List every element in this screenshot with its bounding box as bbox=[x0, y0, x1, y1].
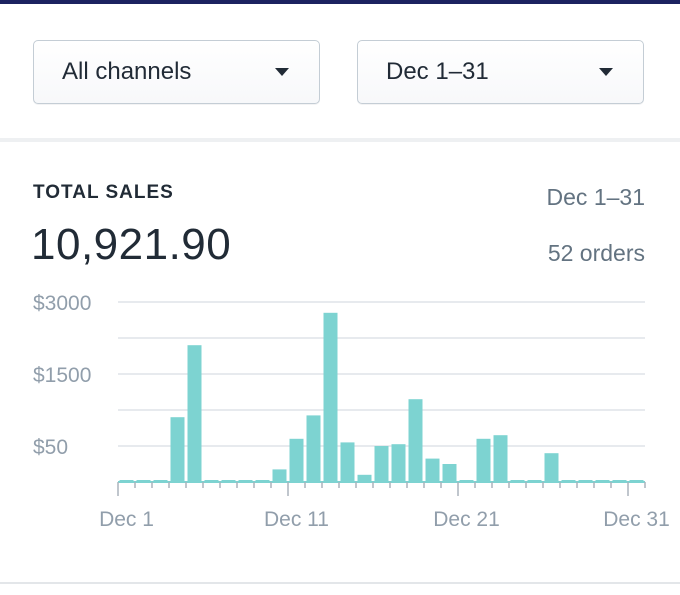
chart-svg: $3000 $1500 $50 Dec 1 Dec 11 Dec 21 Dec 31 bbox=[33, 292, 670, 531]
date-range-select[interactable]: Dec 1–31 bbox=[357, 40, 644, 104]
channel-select[interactable]: All channels bbox=[33, 40, 320, 104]
sales-bar-chart: $3000 $1500 $50 Dec 1 Dec 11 Dec 21 Dec 31 bbox=[0, 142, 680, 582]
metric-orders-count: 52 orders bbox=[547, 240, 645, 266]
y-tick-label: $3000 bbox=[33, 292, 91, 315]
total-sales-card: TOTAL SALES 10,921.90 Dec 1–31 52 orders bbox=[0, 142, 680, 582]
x-tick-label: Dec 1 bbox=[99, 508, 154, 531]
x-tick-label: Dec 31 bbox=[603, 508, 670, 531]
bar[interactable] bbox=[170, 417, 185, 482]
bar[interactable] bbox=[442, 464, 457, 482]
bar[interactable] bbox=[408, 399, 423, 482]
filter-bar: All channels Dec 1–31 bbox=[0, 4, 680, 138]
bar[interactable] bbox=[391, 444, 406, 482]
bar[interactable] bbox=[493, 435, 508, 482]
top-bar bbox=[0, 0, 680, 4]
caret-down-icon bbox=[599, 68, 613, 76]
bottom-divider bbox=[0, 582, 680, 584]
bar[interactable] bbox=[425, 458, 440, 482]
section-divider bbox=[0, 138, 680, 142]
y-tick-label: $50 bbox=[33, 436, 68, 459]
bar[interactable] bbox=[357, 474, 372, 482]
bar[interactable] bbox=[272, 469, 287, 482]
bar[interactable] bbox=[340, 442, 355, 482]
date-range-select-label: Dec 1–31 bbox=[386, 58, 489, 85]
metric-title: TOTAL SALES bbox=[33, 182, 174, 203]
bar[interactable] bbox=[476, 438, 491, 482]
metric-date-range: Dec 1–31 bbox=[546, 184, 645, 210]
bar[interactable] bbox=[289, 438, 304, 482]
caret-down-icon bbox=[275, 68, 289, 76]
bar[interactable] bbox=[374, 446, 389, 482]
x-tick-label: Dec 11 bbox=[264, 508, 329, 531]
channel-select-label: All channels bbox=[62, 58, 192, 85]
bar[interactable] bbox=[306, 415, 321, 482]
x-tick-label: Dec 21 bbox=[433, 508, 500, 531]
metric-value: 10,921.90 bbox=[31, 220, 232, 269]
y-tick-label: $1500 bbox=[33, 364, 91, 387]
bar[interactable] bbox=[323, 312, 338, 482]
bar[interactable] bbox=[544, 453, 559, 482]
bar[interactable] bbox=[187, 345, 202, 482]
